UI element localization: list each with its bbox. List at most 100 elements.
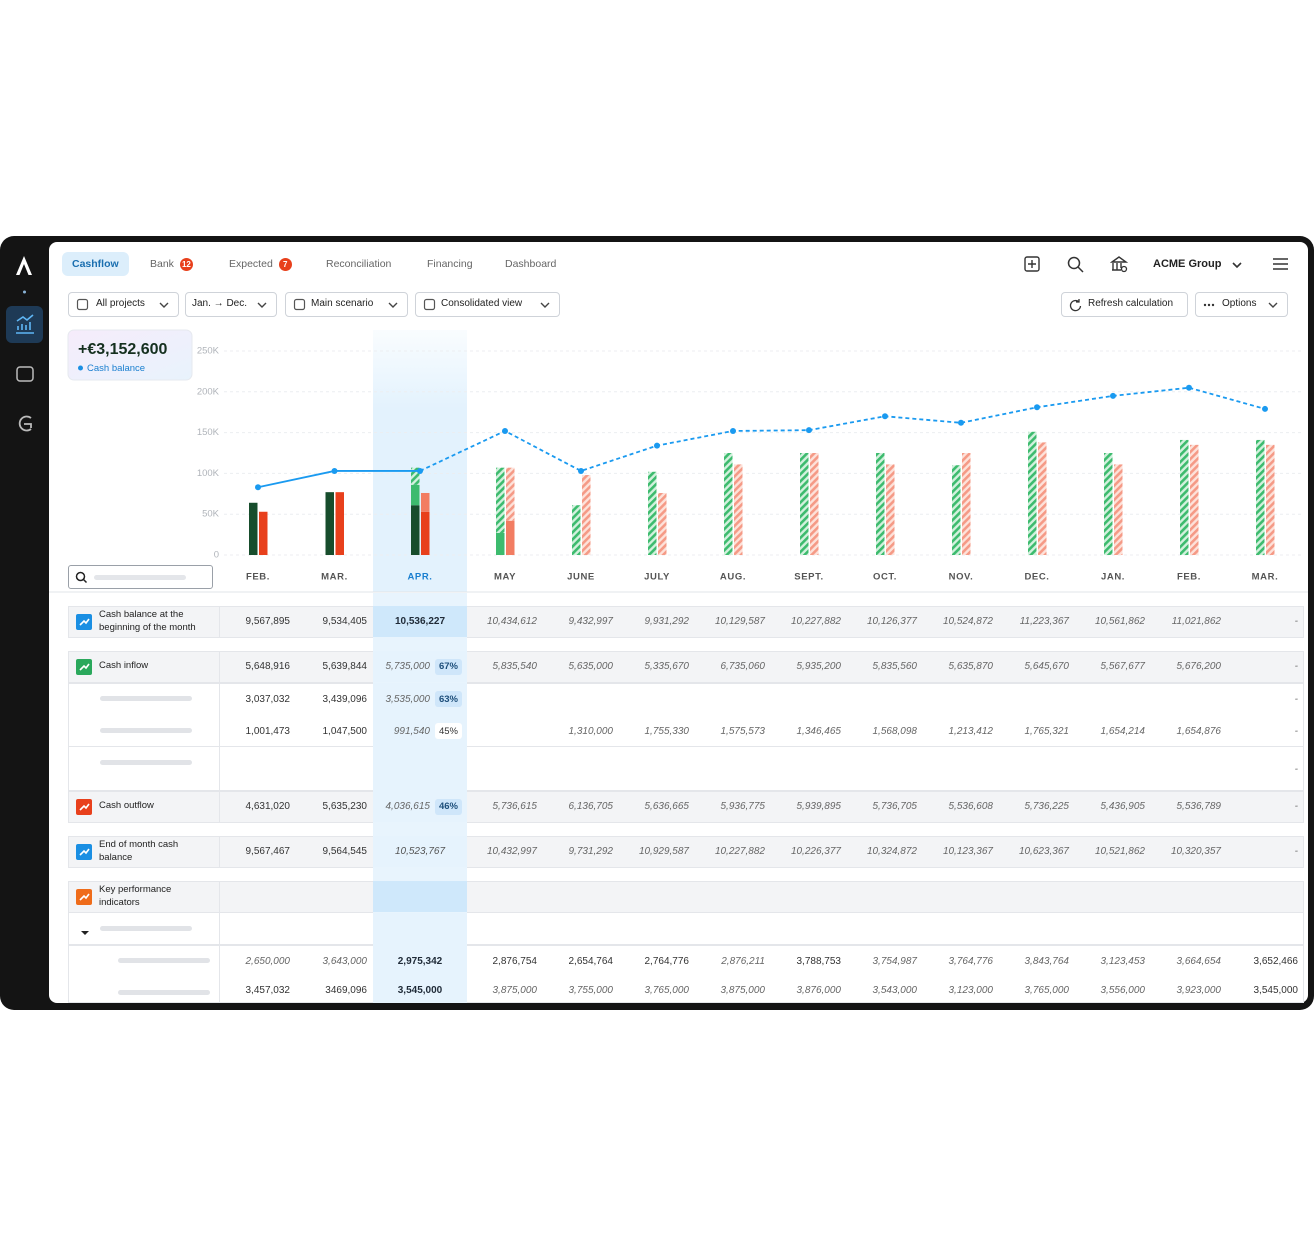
kpi-value: +€3,152,600 (78, 341, 168, 358)
bar-segment (496, 467, 505, 533)
label-cell (68, 715, 220, 747)
icon-glyph (79, 803, 90, 811)
label-cell (68, 606, 220, 637)
selected-cell (373, 977, 467, 1003)
row-icon (76, 613, 92, 630)
selected-cell (373, 913, 467, 945)
bar-segment (249, 502, 258, 555)
cell-value: 10,434,612 (486, 616, 537, 627)
cell-value: 1,765,321 (1024, 725, 1070, 737)
cell-value: 6,136,705 (568, 801, 614, 812)
search-glyph (75, 571, 88, 584)
sidebar-wallet-icon[interactable] (16, 366, 34, 382)
company[interactable]: ACME Group (1153, 258, 1222, 270)
tab[interactable]: Dashboard (495, 252, 566, 276)
cell-value: 5,635,000 (568, 661, 614, 672)
cell-value: 5,639,844 (322, 661, 368, 672)
cell-value: 3,765,000 (1024, 984, 1070, 996)
label-cell (68, 913, 220, 945)
cell-value: 10,561,862 (1094, 616, 1145, 627)
row-icon-glyph (76, 658, 92, 675)
y-tick-label: 250K (197, 346, 220, 357)
cell-value: 4,036,615 (385, 801, 431, 812)
action-button[interactable]: Refresh calculation (1061, 292, 1188, 317)
bar-segment (800, 453, 809, 555)
cell-value: 5,436,905 (1100, 801, 1146, 812)
action-label: Options (1222, 298, 1257, 309)
options-chevron-glyph (1268, 302, 1278, 308)
cell-value: - (1294, 763, 1298, 775)
sidebar-active[interactable] (6, 306, 43, 343)
cell-value: 1,654,876 (1176, 725, 1222, 737)
row-placeholder (100, 728, 192, 733)
cell-value: 2,764,776 (644, 955, 690, 967)
cell-value: 991,540 (393, 725, 430, 737)
bar-segment (1190, 444, 1199, 555)
dot (1207, 303, 1211, 307)
selected-cell (373, 945, 467, 977)
logo (16, 256, 32, 275)
cell-value: 10,129,587 (714, 616, 765, 627)
cell-badge: 46% (435, 798, 462, 815)
tab-badge: 12 (179, 257, 193, 271)
cell-value: 10,123,367 (942, 846, 993, 857)
cell-value: 3,652,466 (1253, 955, 1299, 967)
menu-icon (1271, 255, 1289, 273)
label-cell (68, 791, 220, 822)
bar-segment (506, 520, 515, 555)
cell-value: 3,545,000 (397, 984, 443, 996)
tab[interactable]: Bank 12 (140, 252, 203, 276)
dot (1203, 303, 1207, 307)
chevron (1268, 302, 1278, 308)
icon-glyph (79, 618, 90, 626)
label-cell (68, 977, 220, 1003)
action-button[interactable]: Options (1195, 292, 1288, 317)
filter-label: Consolidated view (441, 298, 523, 309)
search-icon (1066, 255, 1084, 273)
tab-label: Financing (427, 258, 473, 270)
x-tick-label: SEPT. (794, 572, 823, 583)
add-plus (1028, 260, 1036, 268)
balance-point (417, 467, 423, 474)
tab-badge: 7 (278, 257, 292, 271)
y-tick-label: 150K (197, 427, 220, 438)
sidebar-g-icon[interactable] (18, 415, 32, 432)
row-label: Key performance indicators (99, 884, 172, 908)
x-tick-label: NOV. (949, 572, 974, 583)
cell-badge: 67% (435, 658, 462, 675)
row-label: Cash outflow (99, 800, 154, 812)
row-sub (68, 913, 1304, 945)
tab-label: Expected (229, 258, 273, 270)
y-tick-label: 50K (202, 509, 220, 520)
cell-value: 2,654,764 (568, 955, 614, 967)
filter[interactable]: All projects (68, 292, 179, 317)
filter[interactable]: Consolidated view (415, 292, 560, 317)
bar-segment (886, 464, 895, 555)
label-cell (68, 881, 220, 912)
plot: 0 50K 100K 150K 200K 250K FEB. MAR. APR. MAY JUNE J… (197, 346, 1302, 583)
cell-value: 2,650,000 (245, 955, 291, 967)
search-box[interactable] (68, 565, 213, 589)
bar-segment (962, 453, 971, 555)
tab[interactable]: Reconciliation (316, 252, 401, 276)
cell-value: 3,556,000 (1100, 984, 1146, 996)
filter[interactable]: Main scenario (285, 292, 408, 317)
row-band (68, 791, 1304, 823)
filter-chevron (539, 298, 551, 310)
tab[interactable]: Expected 7 (219, 252, 302, 276)
menu-icon-glyph (1273, 258, 1288, 270)
balance-point (502, 427, 508, 434)
row-label: Cash balance at the beginning of the mon… (99, 609, 196, 633)
cell-value: 10,324,872 (866, 846, 917, 857)
cell-value: 3,545,000 (1253, 984, 1299, 996)
tab[interactable]: Financing (417, 252, 483, 276)
cell-value: 2,975,342 (397, 955, 443, 967)
filter[interactable]: Jan. → Dec. (185, 292, 277, 317)
cell-value: 1,755,330 (644, 725, 690, 737)
cell-value: 5,536,608 (948, 801, 994, 812)
cell-value: 5,536,789 (1176, 801, 1222, 812)
cell-value: 10,227,882 (790, 616, 841, 627)
tab[interactable]: Cashflow (62, 252, 129, 276)
options-chevron (1267, 298, 1279, 310)
filter-chevron (256, 298, 268, 310)
